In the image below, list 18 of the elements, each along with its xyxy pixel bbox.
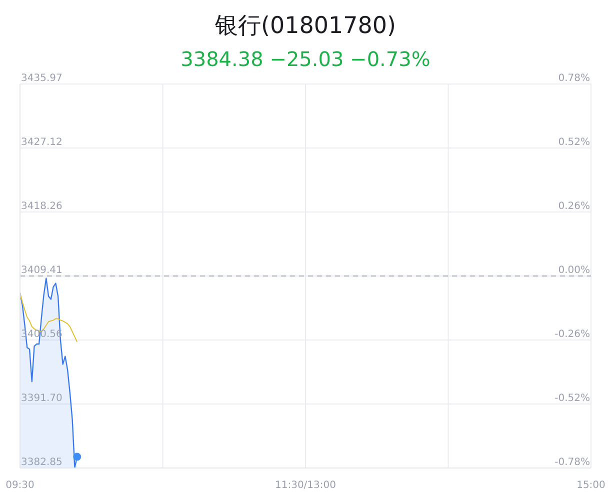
y-tick-label: 3435.97 (21, 73, 62, 84)
y-tick-label: 3382.85 (21, 457, 62, 468)
y-tick-label: 3427.12 (21, 136, 62, 148)
y-tick-label: 3418.26 (21, 201, 62, 212)
x-tick-label: 15:00 (576, 480, 606, 491)
x-tick-label: 11:30/13:00 (274, 480, 336, 491)
y2-tick-label: -0.52% (554, 393, 590, 404)
chart-subtitle: 3384.38 −25.03 −0.73% (180, 46, 432, 73)
y2-tick-label: 0.26% (558, 201, 590, 212)
x-tick-label: 09:30 (6, 480, 34, 491)
y-tick-label: 3391.70 (21, 393, 62, 404)
chart-title: 银行(01801780) (214, 12, 397, 41)
y2-tick-label: -0.78% (554, 457, 590, 468)
y2-tick-label: 0.00% (558, 265, 590, 276)
y2-tick-label: 0.78% (558, 73, 590, 84)
y-tick-label: 3409.41 (21, 265, 62, 276)
y2-tick-label: -0.26% (554, 329, 590, 340)
y2-tick-label: 0.52% (558, 137, 590, 148)
